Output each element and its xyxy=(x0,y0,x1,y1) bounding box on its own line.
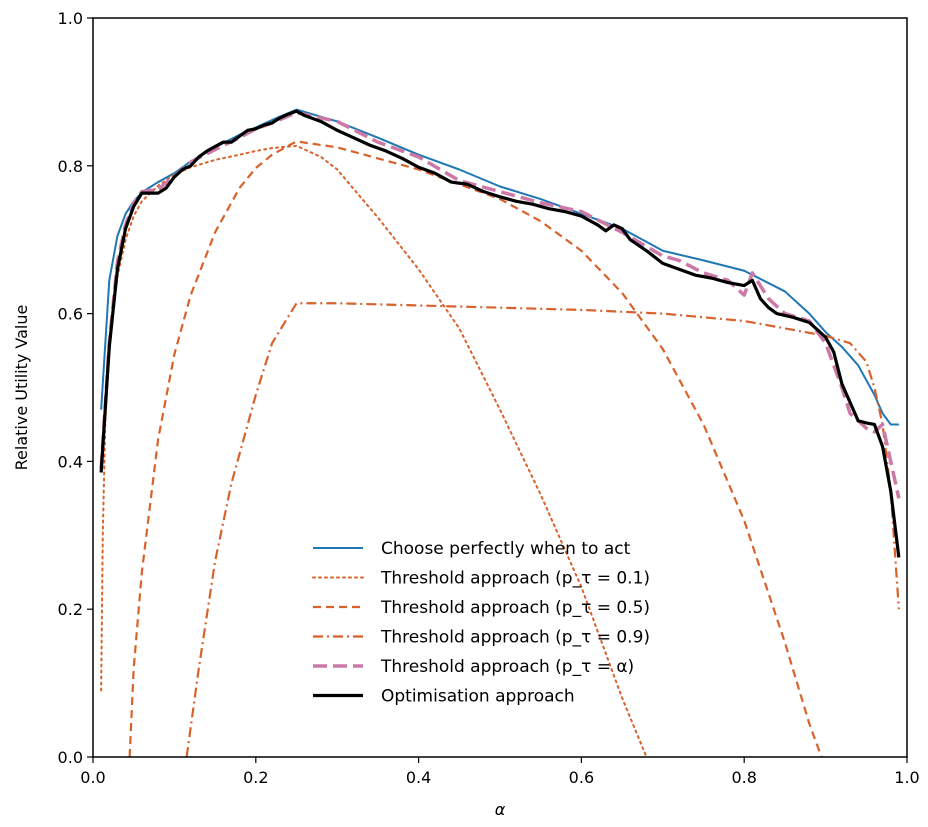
legend-label-6: Optimisation approach xyxy=(381,687,575,707)
x-axis-label: α xyxy=(495,800,506,819)
legend-label-2: Threshold approach (p_τ = 0.1) xyxy=(380,569,650,589)
legend-label-4: Threshold approach (p_τ = 0.9) xyxy=(380,628,650,648)
y-tick-label: 0.2 xyxy=(58,600,83,619)
y-tick-label: 0.8 xyxy=(58,157,83,176)
series-line-6 xyxy=(99,109,901,558)
series-line-4 xyxy=(185,302,900,757)
legend-label-1: Choose perfectly when to act xyxy=(381,539,631,559)
y-tick-label: 0.0 xyxy=(58,748,83,767)
series-layer xyxy=(99,108,901,757)
legend-label-3: Threshold approach (p_τ = 0.5) xyxy=(380,598,650,618)
x-tick-label: 0.6 xyxy=(569,768,594,787)
legend-label-5: Threshold approach (p_τ = α) xyxy=(380,657,634,677)
axes-frame xyxy=(92,17,908,758)
y-tick-label: 0.6 xyxy=(58,305,83,324)
y-tick-label: 0.4 xyxy=(58,452,83,471)
legend: Choose perfectly when to act Threshold ap… xyxy=(312,539,650,707)
x-tick-label: 0.0 xyxy=(80,768,105,787)
y-axis-label: Relative Utility Value xyxy=(12,305,31,471)
x-tick-label: 0.4 xyxy=(406,768,431,787)
y-tick-label: 1.0 xyxy=(58,9,83,28)
series-line-3 xyxy=(128,140,823,757)
x-tick-label: 1.0 xyxy=(894,768,919,787)
x-axis-ticks: 0.0 0.2 0.4 0.6 0.8 1.0 xyxy=(80,757,920,787)
x-tick-label: 0.2 xyxy=(243,768,268,787)
series-line-1 xyxy=(100,108,899,426)
x-tick-label: 0.8 xyxy=(731,768,756,787)
series-line-5 xyxy=(99,110,901,499)
y-axis-ticks: 0.0 0.2 0.4 0.6 0.8 1.0 xyxy=(58,9,93,767)
